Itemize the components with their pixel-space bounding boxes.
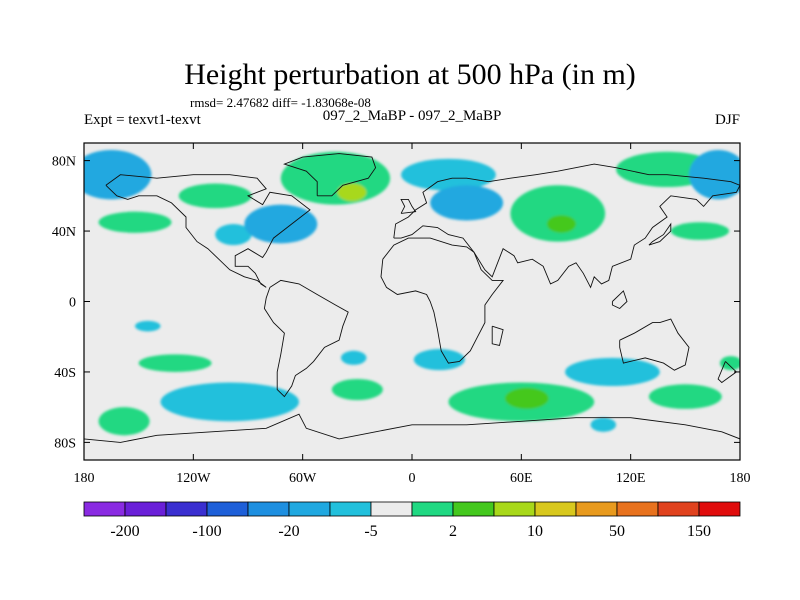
chart-title: Height perturbation at 500 hPa (in m) — [184, 58, 636, 91]
anomaly-cyan-s-atlantic — [340, 350, 367, 365]
anomaly-green-greenland — [280, 151, 391, 205]
coastline-japan — [648, 222, 672, 246]
colorbar-swatch — [329, 501, 372, 517]
anomaly-green-nz — [719, 356, 740, 371]
anomaly-green-tasman — [648, 384, 722, 409]
axis-layer: 180 120W 60W 0 60E 120E 180 80N 40N 0 40S 80S — [52, 143, 751, 486]
coastline-antarctica — [84, 413, 740, 443]
colorbar-swatch — [165, 501, 208, 517]
colorbar-swatch — [206, 501, 249, 517]
anomaly-blue-bering — [688, 150, 740, 200]
anomaly-green-canada — [178, 183, 252, 209]
colorbar-swatch — [616, 501, 659, 517]
colorbar-swatch — [657, 501, 700, 517]
x-tick-label: 180 — [74, 471, 95, 486]
anomaly-cyan-s-pacific — [135, 320, 161, 332]
anomaly-yellow-greenland — [337, 183, 367, 202]
y-tick-label: 0 — [69, 296, 76, 311]
stats-label: rmsd= 2.47682 diff= -1.83068e-08 — [190, 95, 371, 110]
coastline-layer — [84, 153, 740, 443]
anomaly-cyan-n-america — [215, 224, 252, 246]
colorbar: -200 -100 -20 -5 2 10 50 150 — [83, 501, 741, 540]
colorbar-swatch — [288, 501, 331, 517]
anomaly-blue-europe — [430, 185, 504, 221]
colorbar-label: -5 — [364, 523, 377, 540]
left-label: Expt = texvt1-texvt — [84, 112, 202, 128]
colorbar-label: 2 — [449, 523, 457, 540]
colorbar-swatch — [493, 501, 536, 517]
coastline-north-america — [105, 174, 311, 288]
anomaly-blue-n-america — [244, 204, 318, 244]
colorbar-label: -20 — [278, 523, 299, 540]
x-tick-label: 0 — [409, 471, 416, 486]
colorbar-swatch — [247, 501, 290, 517]
anomaly-green-s-pacific-2 — [98, 407, 150, 436]
coastline-australia — [619, 318, 690, 371]
coastline-new-zealand — [717, 361, 738, 384]
anomaly-layer — [84, 150, 740, 436]
colorbar-swatch — [83, 501, 126, 517]
anomaly-blue-n-pacific — [84, 150, 152, 200]
anomaly-green-nw-pacific — [670, 222, 730, 240]
y-tick-label: 80S — [54, 436, 76, 451]
coastline-eurasia — [393, 163, 740, 289]
y-tick-label: 40N — [52, 225, 76, 240]
colorbar-label: 50 — [609, 523, 625, 540]
colorbar-swatch — [452, 501, 495, 517]
colorbar-swatch — [411, 501, 454, 517]
coastline-britain — [400, 198, 417, 214]
anomaly-green-s-pacific — [138, 354, 212, 372]
coastline-madagascar — [491, 325, 504, 347]
colorbar-label: 150 — [687, 523, 711, 540]
anomaly-cyan-southern-ocean — [160, 382, 300, 422]
colorbar-swatch — [534, 501, 577, 517]
colorbar-swatch — [698, 501, 741, 517]
y-tick-label: 80N — [52, 155, 76, 170]
anomaly-cyan-scandinavia — [401, 158, 496, 191]
anomaly-cyan-antarctic — [590, 417, 617, 432]
colorbar-label: -100 — [192, 523, 221, 540]
anomaly-lime-asia — [546, 215, 577, 233]
anomaly-green-n-pacific — [98, 211, 172, 233]
colorbar-swatch — [575, 501, 618, 517]
x-tick-label: 180 — [730, 471, 751, 486]
colorbar-label: -200 — [110, 523, 139, 540]
anomaly-green-asia — [510, 185, 606, 242]
x-tick-label: 120E — [616, 471, 646, 486]
colorbar-swatch — [124, 501, 167, 517]
anomaly-cyan-australia — [565, 357, 660, 387]
center-label: 097_2_MaBP - 097_2_MaBP — [323, 108, 502, 124]
colorbar-label: 10 — [527, 523, 543, 540]
anomaly-cyan-s-africa — [413, 349, 465, 371]
anomaly-lime-indian-ocean — [504, 387, 549, 409]
x-tick-label: 60E — [510, 471, 533, 486]
coastline-south-america — [263, 279, 349, 398]
colorbar-swatch — [370, 501, 413, 517]
x-tick-label: 60W — [289, 471, 317, 486]
x-tick-label: 120W — [176, 471, 211, 486]
coastline-borneo — [611, 290, 628, 310]
right-label: DJF — [715, 112, 740, 128]
coastline-greenland — [283, 153, 377, 197]
anomaly-green-s-atlantic — [331, 378, 383, 401]
y-tick-label: 40S — [54, 366, 76, 381]
coastline-africa — [380, 237, 505, 364]
